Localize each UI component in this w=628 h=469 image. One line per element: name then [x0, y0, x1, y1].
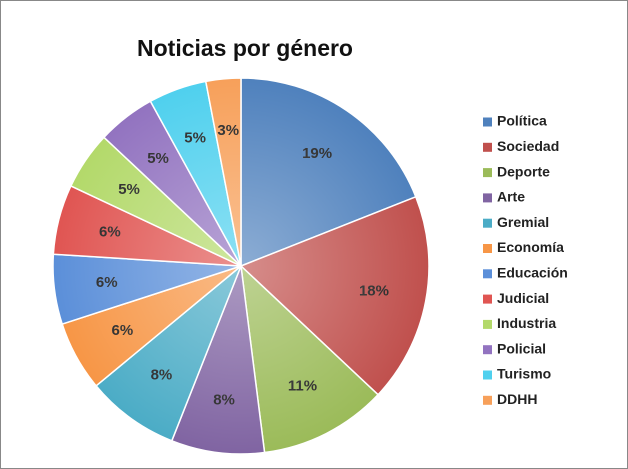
data-label: 6%: [112, 322, 134, 339]
data-label: 5%: [147, 150, 169, 167]
data-label: 11%: [288, 378, 317, 395]
legend-swatch: [483, 193, 492, 203]
data-label: 6%: [99, 223, 121, 240]
legend-label: Policial: [497, 340, 546, 356]
legend-swatch: [483, 319, 492, 329]
legend-label: Deporte: [497, 163, 550, 179]
legend-label: Economía: [497, 239, 564, 255]
legend-label: Política: [497, 113, 547, 129]
legend-swatch: [483, 117, 492, 127]
legend-label: DDHH: [497, 391, 537, 407]
data-label: 5%: [184, 130, 206, 147]
legend-label: Judicial: [497, 290, 549, 306]
legend-swatch: [483, 168, 492, 178]
data-label: 3%: [217, 122, 239, 139]
data-label: 8%: [213, 391, 235, 408]
chart-title: Noticias por género: [137, 35, 353, 61]
data-label: 19%: [302, 145, 332, 162]
legend-label: Arte: [497, 189, 525, 205]
data-label: 18%: [359, 282, 389, 299]
legend-label: Industria: [497, 315, 556, 331]
data-label: 8%: [151, 366, 173, 383]
legend-label: Gremial: [497, 214, 549, 230]
legend-swatch: [483, 142, 492, 152]
legend-swatch: [483, 269, 492, 279]
legend-swatch: [483, 370, 492, 380]
legend-label: Turismo: [497, 366, 551, 382]
data-label: 5%: [118, 181, 140, 198]
legend-swatch: [483, 345, 492, 355]
legend-label: Sociedad: [497, 138, 559, 154]
legend-swatch: [483, 244, 492, 253]
legend-swatch: [483, 218, 492, 228]
data-label: 6%: [96, 274, 118, 291]
legend-label: Educación: [497, 265, 568, 281]
legend-swatch: [483, 294, 492, 304]
legend-swatch: [483, 395, 492, 405]
